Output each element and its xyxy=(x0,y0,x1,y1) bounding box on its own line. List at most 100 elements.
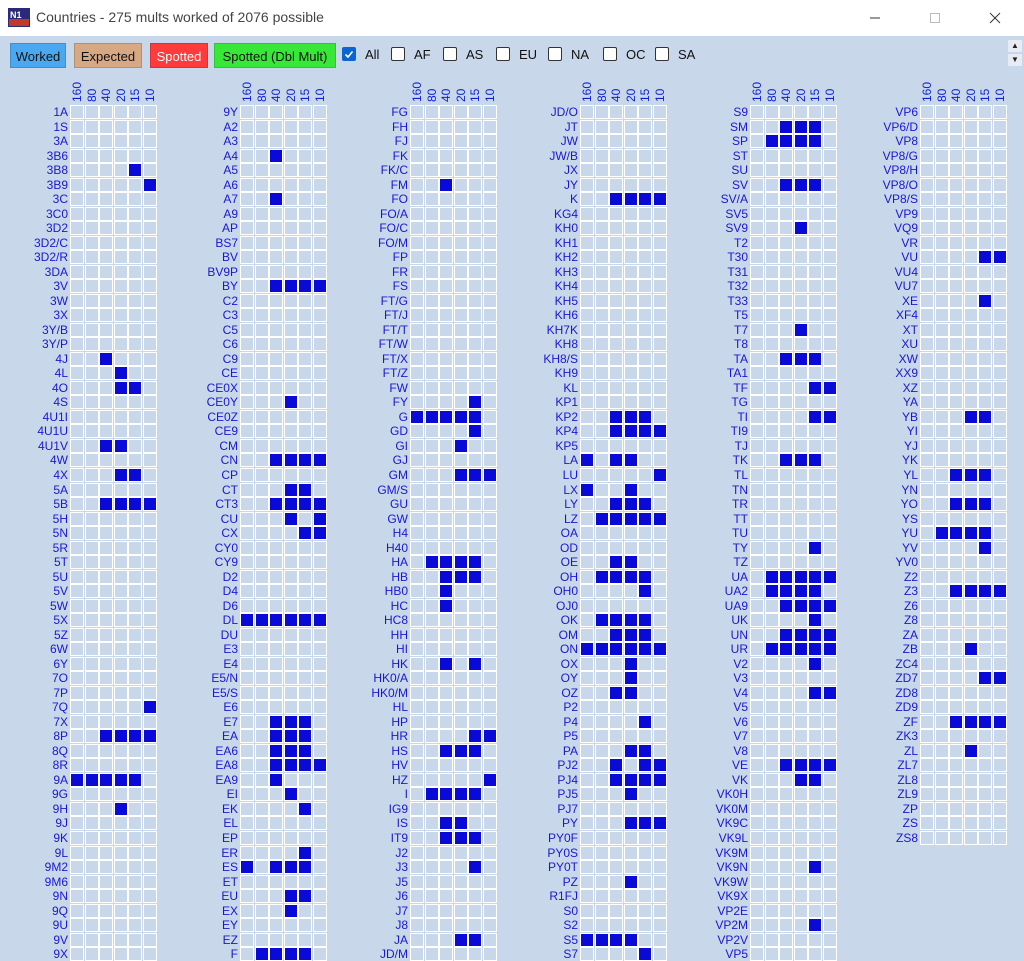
band-cell[interactable] xyxy=(254,918,269,933)
band-cell[interactable] xyxy=(822,424,837,439)
worked-band-cell[interactable] xyxy=(99,497,113,512)
country-row[interactable]: HA xyxy=(340,555,497,570)
worked-band-cell[interactable] xyxy=(283,395,298,410)
worked-band-cell[interactable] xyxy=(779,351,793,366)
worked-band-cell[interactable] xyxy=(312,758,327,773)
band-cell[interactable] xyxy=(949,482,963,497)
band-cell[interactable] xyxy=(992,206,1007,221)
band-cell[interactable] xyxy=(410,177,424,192)
band-cell[interactable] xyxy=(822,874,837,889)
worked-band-cell[interactable] xyxy=(312,497,327,512)
band-cell[interactable] xyxy=(84,134,99,149)
band-cell[interactable] xyxy=(113,918,128,933)
band-cell[interactable] xyxy=(822,293,837,308)
band-cell[interactable] xyxy=(623,351,638,366)
country-row[interactable]: E4 xyxy=(170,656,327,671)
country-row[interactable]: YA xyxy=(850,395,1007,410)
band-cell[interactable] xyxy=(424,714,439,729)
country-row[interactable]: VP8/G xyxy=(850,148,1007,163)
band-cell[interactable] xyxy=(254,148,269,163)
band-cell[interactable] xyxy=(594,192,609,207)
band-cell[interactable] xyxy=(99,279,113,294)
band-cell[interactable] xyxy=(623,279,638,294)
worked-band-cell[interactable] xyxy=(609,685,623,700)
band-cell[interactable] xyxy=(580,540,594,555)
country-row[interactable]: BV xyxy=(170,250,327,265)
band-cell[interactable] xyxy=(750,279,764,294)
band-cell[interactable] xyxy=(113,613,128,628)
worked-band-cell[interactable] xyxy=(468,743,482,758)
worked-band-cell[interactable] xyxy=(638,627,652,642)
band-cell[interactable] xyxy=(468,497,482,512)
band-cell[interactable] xyxy=(99,889,113,904)
band-cell[interactable] xyxy=(963,221,978,236)
band-cell[interactable] xyxy=(312,831,327,845)
band-cell[interactable] xyxy=(949,598,963,613)
band-cell[interactable] xyxy=(949,424,963,439)
band-cell[interactable] xyxy=(84,235,99,250)
country-row[interactable]: LU xyxy=(510,468,667,482)
band-cell[interactable] xyxy=(84,409,99,424)
band-cell[interactable] xyxy=(240,743,254,758)
band-cell[interactable] xyxy=(269,831,283,845)
band-cell[interactable] xyxy=(992,482,1007,497)
band-cell[interactable] xyxy=(298,598,312,613)
band-cell[interactable] xyxy=(594,134,609,149)
band-cell[interactable] xyxy=(750,235,764,250)
band-cell[interactable] xyxy=(142,511,157,526)
band-cell[interactable] xyxy=(750,293,764,308)
band-cell[interactable] xyxy=(638,148,652,163)
band-cell[interactable] xyxy=(312,468,327,482)
band-cell[interactable] xyxy=(609,714,623,729)
band-cell[interactable] xyxy=(240,105,254,119)
worked-band-cell[interactable] xyxy=(638,816,652,831)
band-cell[interactable] xyxy=(269,627,283,642)
band-cell[interactable] xyxy=(793,685,808,700)
band-cell[interactable] xyxy=(992,192,1007,207)
band-cell[interactable] xyxy=(793,526,808,541)
band-cell[interactable] xyxy=(142,613,157,628)
band-cell[interactable] xyxy=(808,671,822,686)
band-cell[interactable] xyxy=(312,685,327,700)
worked-band-cell[interactable] xyxy=(808,351,822,366)
band-cell[interactable] xyxy=(468,105,482,119)
band-cell[interactable] xyxy=(410,438,424,453)
band-cell[interactable] xyxy=(142,772,157,787)
band-cell[interactable] xyxy=(99,642,113,657)
band-cell[interactable] xyxy=(410,511,424,526)
band-cell[interactable] xyxy=(128,482,142,497)
band-cell[interactable] xyxy=(822,322,837,337)
band-cell[interactable] xyxy=(949,395,963,410)
band-cell[interactable] xyxy=(142,845,157,860)
worked-band-cell[interactable] xyxy=(84,772,99,787)
worked-band-cell[interactable] xyxy=(468,787,482,802)
band-cell[interactable] xyxy=(410,119,424,134)
band-cell[interactable] xyxy=(240,468,254,482)
band-cell[interactable] xyxy=(453,801,468,816)
band-cell[interactable] xyxy=(269,468,283,482)
country-row[interactable]: TK xyxy=(680,453,837,468)
band-cell[interactable] xyxy=(482,903,497,918)
country-row[interactable]: ER xyxy=(170,845,327,860)
band-cell[interactable] xyxy=(992,438,1007,453)
band-cell[interactable] xyxy=(963,758,978,773)
band-cell[interactable] xyxy=(764,627,779,642)
band-cell[interactable] xyxy=(594,627,609,642)
country-row[interactable]: CE xyxy=(170,366,327,381)
band-cell[interactable] xyxy=(142,221,157,236)
legend-expected-button[interactable]: Expected xyxy=(74,43,142,68)
band-cell[interactable] xyxy=(269,221,283,236)
band-cell[interactable] xyxy=(963,438,978,453)
band-cell[interactable] xyxy=(142,438,157,453)
band-cell[interactable] xyxy=(99,526,113,541)
band-cell[interactable] xyxy=(254,395,269,410)
band-cell[interactable] xyxy=(808,163,822,178)
band-cell[interactable] xyxy=(920,366,934,381)
band-cell[interactable] xyxy=(482,148,497,163)
country-row[interactable]: 4U1I xyxy=(0,409,157,424)
band-cell[interactable] xyxy=(750,105,764,119)
band-cell[interactable] xyxy=(779,163,793,178)
band-cell[interactable] xyxy=(254,337,269,352)
band-cell[interactable] xyxy=(84,206,99,221)
country-row[interactable]: HB0 xyxy=(340,584,497,599)
